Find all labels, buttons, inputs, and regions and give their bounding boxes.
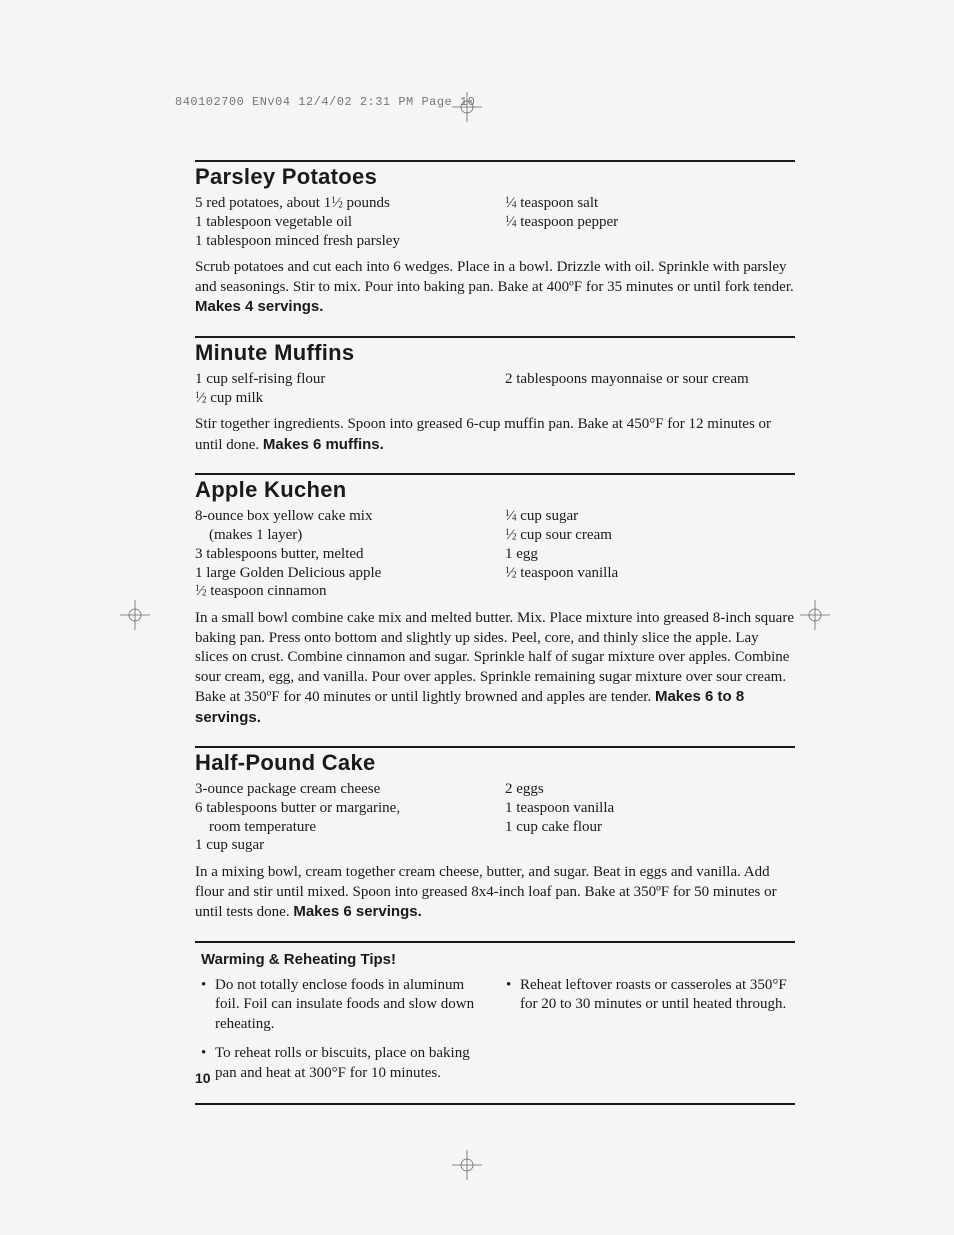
tips-column: •Do not totally enclose foods in aluminu… — [201, 976, 484, 1094]
recipe-title: Half-Pound Cake — [195, 746, 795, 776]
recipe-yield: Makes 6 muffins. — [263, 436, 384, 453]
recipe-yield: Makes 4 servings. — [195, 298, 323, 315]
tip-item: •Do not totally enclose foods in aluminu… — [201, 976, 484, 1035]
ingredient-line: 3 tablespoons butter, melted — [195, 545, 485, 564]
ingredient-line: 3-ounce package cream cheese — [195, 780, 485, 799]
ingredient-line: 1⁄4 cup sugar — [505, 507, 795, 526]
recipe-instructions: Stir together ingredients. Spoon into gr… — [195, 415, 795, 455]
ingredients-column: 3-ounce package cream cheese6 tablespoon… — [195, 780, 485, 855]
recipe-instructions: Scrub potatoes and cut each into 6 wedge… — [195, 258, 795, 318]
ingredients-column: 1 cup self-rising flour1⁄2 cup milk — [195, 370, 485, 408]
ingredients-column: 2 tablespoons mayonnaise or sour cream — [505, 370, 795, 408]
registration-mark-icon — [800, 600, 830, 630]
ingredients-column: 1⁄4 cup sugar1⁄2 cup sour cream1 egg1⁄2 … — [505, 507, 795, 601]
ingredients-column: 5 red potatoes, about 11⁄2 pounds1 table… — [195, 194, 485, 250]
tips-title: Warming & Reheating Tips! — [201, 951, 789, 968]
tips-box: Warming & Reheating Tips!•Do not totally… — [195, 941, 795, 1106]
recipe-title: Parsley Potatoes — [195, 160, 795, 190]
ingredient-line: 1⁄2 teaspoon cinnamon — [195, 582, 485, 601]
registration-mark-icon — [452, 1150, 482, 1180]
tip-text: To reheat rolls or biscuits, place on ba… — [215, 1044, 484, 1083]
ingredient-line: 8-ounce box yellow cake mix — [195, 507, 485, 526]
ingredient-line: 1⁄2 cup milk — [195, 389, 485, 408]
print-slug: 840102700 ENv04 12/4/02 2:31 PM Page 10 — [175, 95, 475, 109]
ingredient-line: 1⁄2 cup sour cream — [505, 526, 795, 545]
tip-text: Do not totally enclose foods in aluminum… — [215, 976, 484, 1035]
recipe-instructions: In a mixing bowl, cream together cream c… — [195, 863, 795, 923]
ingredient-line: 1 cup cake flour — [505, 818, 795, 837]
ingredients-block: 8-ounce box yellow cake mix(makes 1 laye… — [195, 507, 795, 601]
tip-text: Reheat leftover roasts or casseroles at … — [520, 976, 789, 1015]
ingredient-line: 1 teaspoon vanilla — [505, 799, 795, 818]
ingredients-column: 1⁄4 teaspoon salt1⁄4 teaspoon pepper — [505, 194, 795, 250]
ingredient-line: 1⁄4 teaspoon salt — [505, 194, 795, 213]
ingredient-line: 1 large Golden Delicious apple — [195, 564, 485, 583]
ingredient-line: 1 tablespoon vegetable oil — [195, 213, 485, 232]
tips-column: •Reheat leftover roasts or casseroles at… — [506, 976, 789, 1094]
ingredients-block: 1 cup self-rising flour1⁄2 cup milk 2 tab… — [195, 370, 795, 408]
ingredients-column: 8-ounce box yellow cake mix(makes 1 laye… — [195, 507, 485, 601]
ingredient-line: 6 tablespoons butter or margarine, — [195, 799, 485, 818]
ingredient-line: 1 egg — [505, 545, 795, 564]
ingredient-line: 1⁄4 teaspoon pepper — [505, 213, 795, 232]
registration-mark-icon — [120, 600, 150, 630]
ingredient-line: 1⁄2 teaspoon vanilla — [505, 564, 795, 583]
page-body: Parsley Potatoes 5 red potatoes, about 11… — [195, 160, 795, 1105]
ingredient-line: (makes 1 layer) — [195, 526, 485, 545]
ingredient-line: 2 eggs — [505, 780, 795, 799]
ingredient-line: 1 cup sugar — [195, 836, 485, 855]
ingredient-line: 1 tablespoon minced fresh parsley — [195, 232, 485, 251]
bullet-icon: • — [201, 976, 215, 1035]
tip-item: •To reheat rolls or biscuits, place on b… — [201, 1044, 484, 1083]
recipe-instructions: In a small bowl combine cake mix and mel… — [195, 609, 795, 728]
recipe-title: Apple Kuchen — [195, 473, 795, 503]
tip-item: •Reheat leftover roasts or casseroles at… — [506, 976, 789, 1015]
ingredient-line: room temperature — [195, 818, 485, 837]
recipe-yield: Makes 6 to 8 servings. — [195, 688, 744, 726]
ingredients-block: 3-ounce package cream cheese6 tablespoon… — [195, 780, 795, 855]
recipe-title: Minute Muffins — [195, 336, 795, 366]
ingredient-line: 2 tablespoons mayonnaise or sour cream — [505, 370, 795, 389]
ingredient-line: 5 red potatoes, about 11⁄2 pounds — [195, 194, 485, 213]
ingredient-line: 1 cup self-rising flour — [195, 370, 485, 389]
page-number: 10 — [195, 1070, 211, 1086]
ingredients-column: 2 eggs1 teaspoon vanilla1 cup cake flour — [505, 780, 795, 855]
ingredients-block: 5 red potatoes, about 11⁄2 pounds1 table… — [195, 194, 795, 250]
tips-columns: •Do not totally enclose foods in aluminu… — [201, 976, 789, 1094]
recipe-yield: Makes 6 servings. — [293, 903, 421, 920]
bullet-icon: • — [506, 976, 520, 1015]
